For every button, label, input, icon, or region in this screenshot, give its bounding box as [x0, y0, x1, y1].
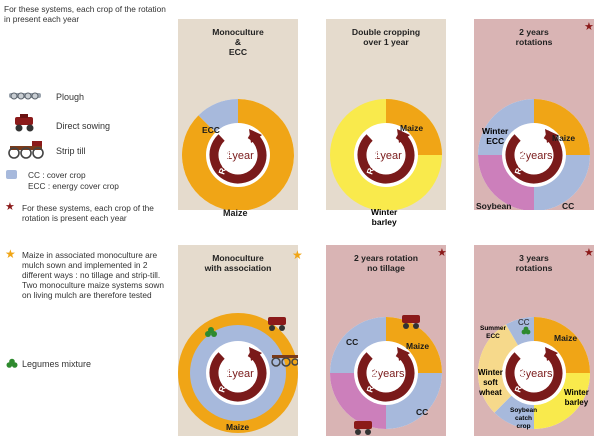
panel-3-years-rotations: 3 years rotations 3years Rotation CC Mai… [474, 245, 594, 436]
legend-direct-sowing-label: Direct sowing [56, 121, 111, 131]
segment-label: Soybean catch crop [510, 407, 538, 430]
clover-icon [521, 326, 531, 335]
segment-label: Soybean [476, 201, 511, 210]
direct-sowing-icon [268, 317, 286, 331]
legend-cc-line2: ECC : energy cover crop [28, 181, 119, 191]
segment-label: CC [416, 407, 428, 417]
segment-label: Maize [554, 333, 577, 343]
segment-label: Winter soft wheat [478, 368, 503, 397]
legend-legumes: Legumes mixture [22, 359, 92, 369]
center-label: 1year [226, 150, 254, 162]
segment-label: CC [562, 201, 574, 210]
panel-monoculture-association: Monoculture with association 1year Rotat… [178, 245, 298, 436]
segment-label: Winter ECC [482, 126, 509, 146]
segment-label: Winter barley [564, 388, 589, 407]
strip-till-icon [271, 355, 298, 367]
rotation-ring: 2years Rotation Maize Soybean CC [476, 99, 590, 210]
segment-label: Summer ECC [480, 325, 507, 340]
center-label: 2years [519, 150, 553, 162]
legend-star-orange-note: Maize in associated monoculture are mulc… [22, 250, 165, 300]
panel-title: 2 years rotations [515, 27, 553, 47]
rotation-ring: 1year Rotation ECC Maize [182, 99, 294, 210]
panel-2-years-no-tillage: 2 years rotation no tillage 2years Rotat… [326, 245, 446, 436]
panel-title: Monoculture with association [204, 253, 272, 273]
panel-title: Double cropping over 1 year [351, 27, 421, 47]
clover-icon [205, 327, 217, 337]
panel-title: 2 years rotation no tillage [354, 253, 418, 273]
orange-star-icon: ★ [5, 247, 16, 261]
strip-till-icon [6, 140, 46, 165]
panel-title: Monoculture & ECC [212, 27, 264, 57]
red-star-icon: ★ [5, 201, 15, 213]
segment-label: CC [518, 318, 530, 327]
panel-double-cropping: Double cropping over 1 year 1year Rotati… [326, 19, 446, 227]
legend-strip-till-label: Strip till [56, 146, 86, 156]
orange-star-icon: ★ [292, 248, 303, 262]
segment-label: ECC [202, 125, 220, 135]
segment-label: Maize [226, 422, 249, 432]
segment-label: Maize [400, 123, 423, 133]
segment-label: Winter barley [371, 207, 398, 227]
direct-sowing-icon [10, 114, 40, 137]
center-label: 2years [371, 368, 405, 380]
red-star-icon: ★ [584, 247, 594, 259]
rotation-ring: 3years Rotation CC Maize [478, 317, 590, 429]
panel-title: 3 years rotations [515, 253, 553, 273]
panel0-maize-label: Maize [223, 208, 248, 218]
rotation-ring: 1year Rotation Maize [330, 99, 442, 210]
legend-cc-line1: CC : cover crop [28, 170, 86, 180]
center-label: 1year [226, 368, 254, 380]
red-star-icon: ★ [584, 21, 594, 33]
direct-sowing-icon [402, 315, 420, 329]
plough-icon [8, 88, 42, 109]
center-label: 1year [374, 150, 402, 162]
cc-swatch [6, 170, 17, 179]
legend-star-red-note: For these systems, each crop of the rota… [22, 203, 154, 223]
rotation-ring: 2years Rotation CC Maize CC [330, 315, 442, 435]
rotation-ring: 1year Rotation Maize [178, 313, 298, 433]
legend-intro: For these systems, each crop of the rota… [4, 4, 166, 24]
segment-label: Maize [406, 341, 429, 351]
center-label: 3years [519, 368, 553, 380]
panel-2-years-rotations: 2 years rotations 2years Rotation Maize … [474, 19, 594, 210]
segment-label: CC [346, 337, 358, 347]
red-star-icon: ★ [437, 247, 447, 259]
legend-plough-label: Plough [56, 92, 85, 102]
clover-icon [6, 357, 18, 375]
direct-sowing-icon [354, 421, 372, 435]
segment-label: Maize [552, 133, 575, 143]
panel-monoculture-ecc: Monoculture & ECC 1year Rotation ECC Mai… [178, 19, 298, 210]
